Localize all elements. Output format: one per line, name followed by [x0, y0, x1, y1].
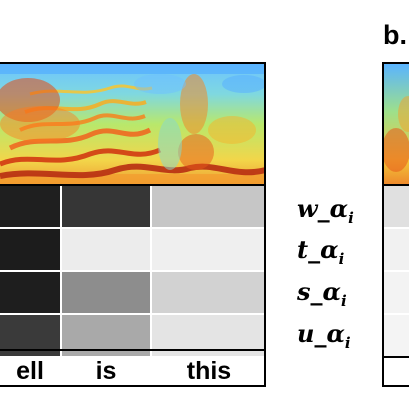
word-label-is: is — [95, 357, 117, 385]
weight-cell — [62, 229, 150, 270]
weight-cell — [62, 272, 150, 313]
row-label-s: s_αi — [297, 277, 347, 310]
weight-row-t — [0, 229, 264, 270]
panel-a: ell is this — [0, 62, 266, 387]
panel-b — [382, 62, 409, 387]
weight-row-w — [0, 186, 264, 227]
weight-cell — [0, 186, 60, 227]
weight-cell — [0, 272, 60, 313]
panel-b-cell — [384, 272, 409, 313]
panel-b-spectrogram — [384, 64, 409, 184]
word-row: ell is this — [0, 349, 264, 385]
weight-cell — [152, 229, 264, 270]
panel-b-cell — [384, 229, 409, 270]
panel-b-title: b. — [383, 20, 407, 50]
row-label-t: t_αi — [297, 235, 345, 268]
word-label-this: this — [186, 357, 232, 385]
weight-cell — [0, 229, 60, 270]
panel-b-cell — [384, 186, 409, 227]
panel-b-cell — [384, 315, 409, 356]
weight-cell — [152, 272, 264, 313]
row-label-w: w_αi — [297, 194, 354, 227]
word-label-ell: ell — [16, 357, 44, 385]
spectrogram — [0, 64, 264, 184]
weight-cell — [152, 186, 264, 227]
weight-row-s — [0, 272, 264, 313]
row-label-u: u_αi — [297, 319, 351, 352]
weight-cell — [62, 186, 150, 227]
